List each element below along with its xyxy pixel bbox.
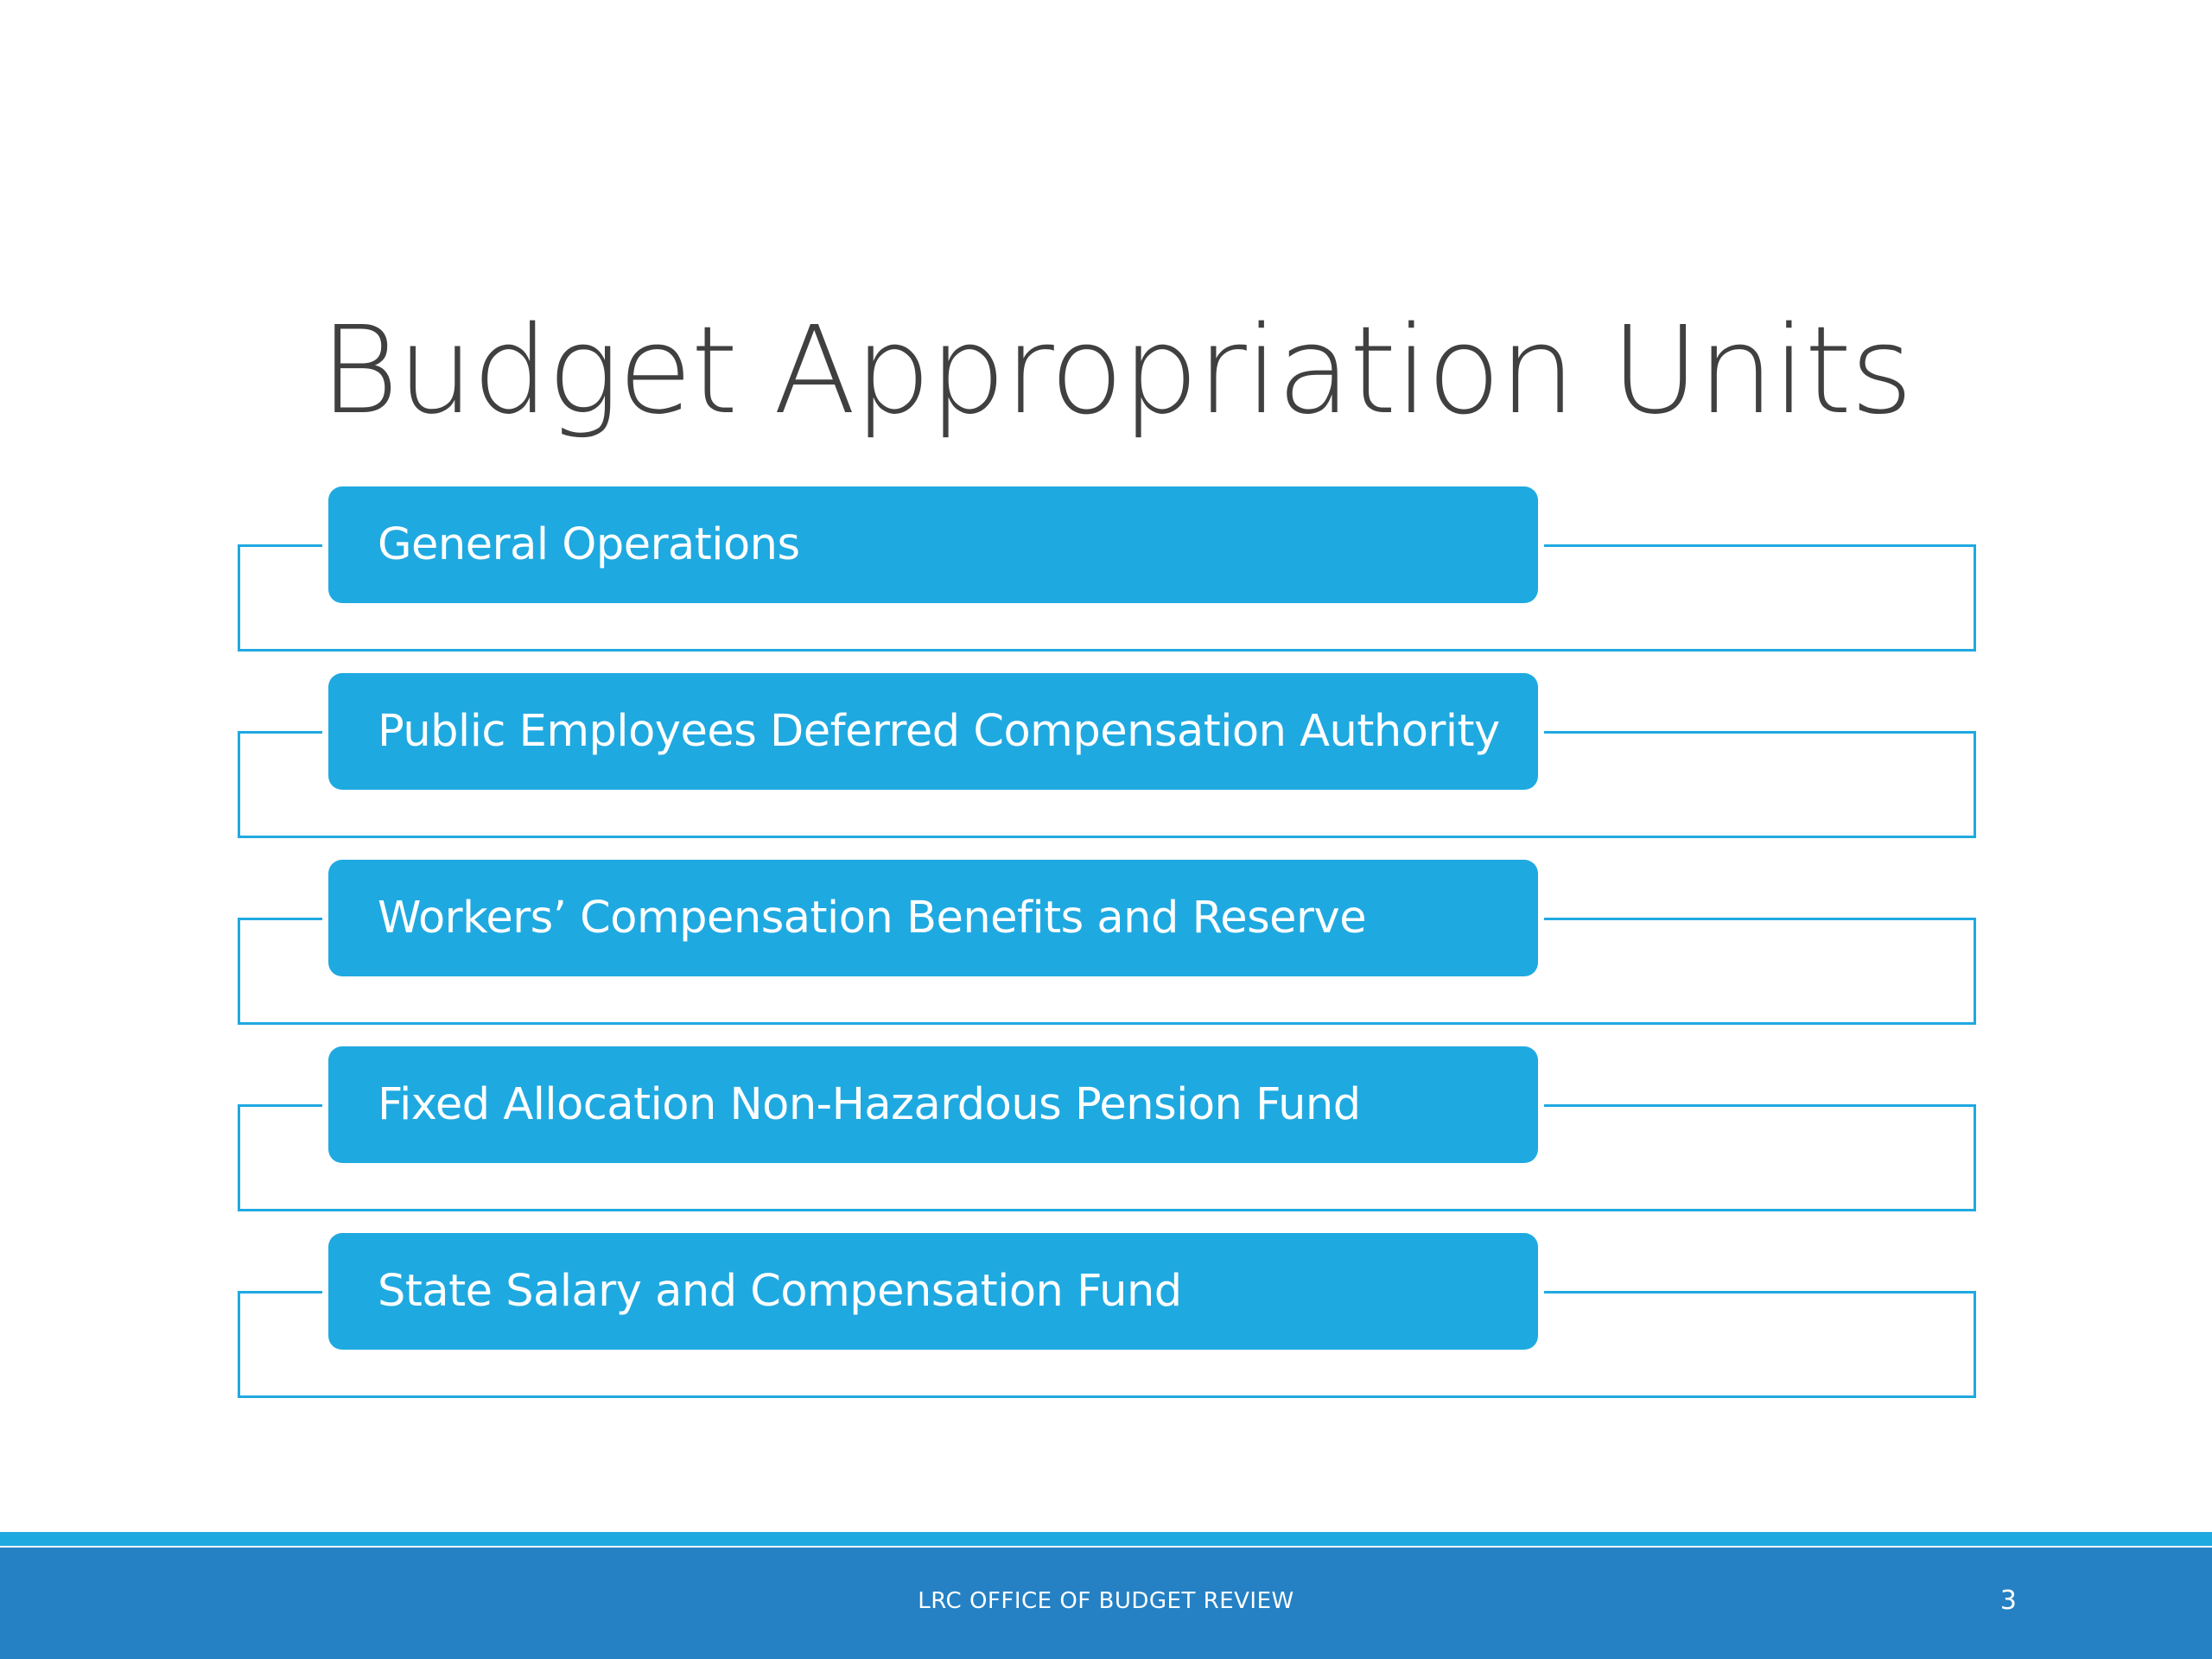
- unit-label-box: Public Employees Deferred Compensation A…: [328, 673, 1538, 790]
- unit-label: Public Employees Deferred Compensation A…: [378, 706, 1500, 757]
- unit-item-salary-compensation-fund: State Salary and Compensation Fund: [238, 1233, 1976, 1419]
- unit-item-deferred-compensation: Public Employees Deferred Compensation A…: [238, 673, 1976, 859]
- unit-label: General Operations: [378, 519, 800, 570]
- unit-label-box: Fixed Allocation Non-Hazardous Pension F…: [328, 1046, 1538, 1163]
- unit-item-pension-fund: Fixed Allocation Non-Hazardous Pension F…: [238, 1046, 1976, 1232]
- footer-accent-stripe: [0, 1532, 2212, 1546]
- unit-label-box: State Salary and Compensation Fund: [328, 1233, 1538, 1350]
- unit-label: Fixed Allocation Non-Hazardous Pension F…: [378, 1079, 1361, 1130]
- unit-item-workers-compensation: Workers’ Compensation Benefits and Reser…: [238, 860, 1976, 1046]
- unit-item-general-operations: General Operations: [238, 486, 1976, 672]
- slide-title: Budget Appropriation Units: [320, 301, 1913, 442]
- unit-label-box: General Operations: [328, 486, 1538, 603]
- unit-label-box: Workers’ Compensation Benefits and Reser…: [328, 860, 1538, 976]
- footer-band: [0, 1548, 2212, 1659]
- footer-text: LRC OFFICE OF BUDGET REVIEW: [918, 1588, 1294, 1614]
- unit-label: Workers’ Compensation Benefits and Reser…: [378, 893, 1367, 944]
- unit-label: State Salary and Compensation Fund: [378, 1266, 1182, 1317]
- page-number: 3: [1999, 1586, 2017, 1616]
